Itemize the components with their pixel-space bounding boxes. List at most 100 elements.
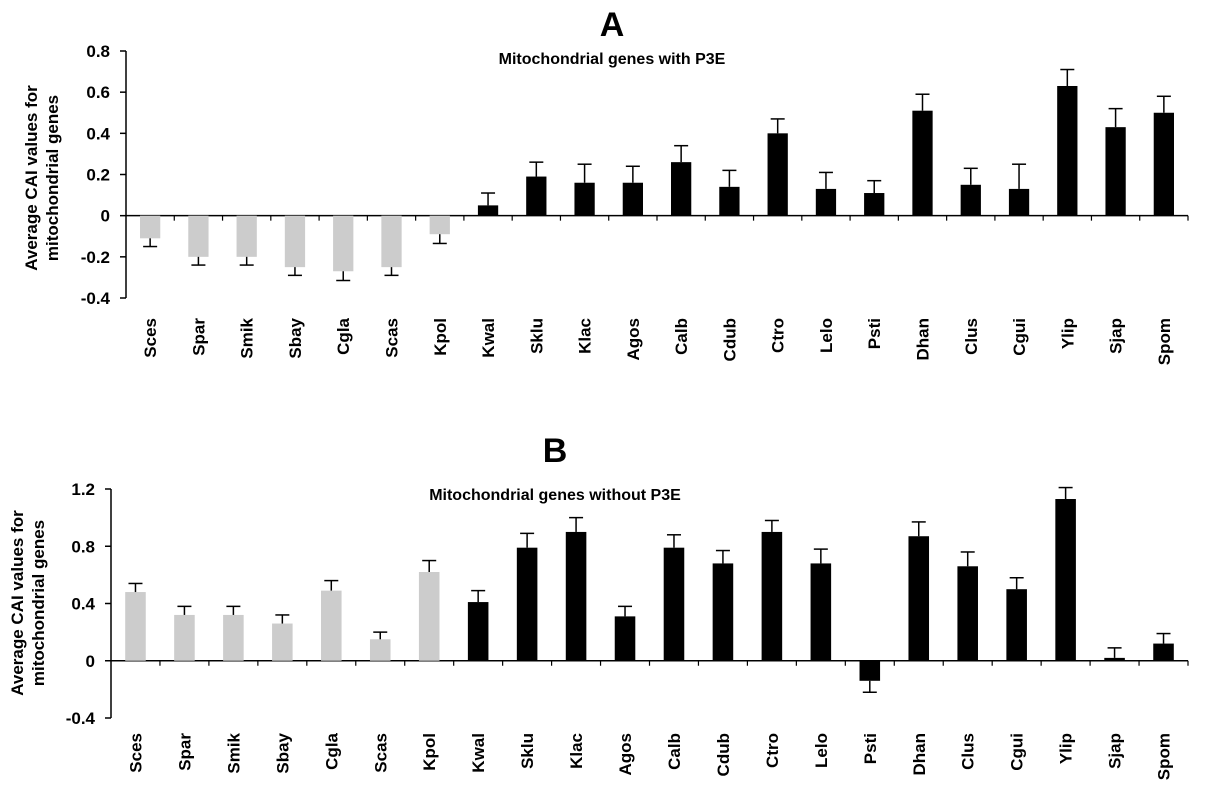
panel-b-subtitle: Mitochondrial genes without P3E bbox=[429, 487, 681, 504]
bar bbox=[516, 547, 538, 661]
bar bbox=[670, 162, 692, 216]
bar bbox=[1153, 112, 1175, 216]
panel-a-subtitle: Mitochondrial genes with P3E bbox=[499, 51, 726, 68]
panel-b-ylabel-line1: Average CAI values for bbox=[8, 510, 27, 696]
panel-letter-b: B bbox=[543, 432, 568, 470]
bar bbox=[1055, 499, 1076, 661]
x-tick-label: Psti bbox=[865, 318, 884, 349]
x-tick-label: Sces bbox=[126, 733, 145, 773]
bar bbox=[477, 205, 499, 216]
y-tick-label: 0 bbox=[101, 207, 110, 226]
y-tick-label: -0.4 bbox=[66, 709, 96, 728]
bar bbox=[236, 215, 257, 257]
x-tick-label: Sces bbox=[141, 318, 160, 358]
bar bbox=[125, 592, 146, 661]
chart-panel-a: A Mitochondrial genes with P3E Average C… bbox=[22, 6, 1189, 365]
chart-panel-b: B Mitochondrial genes without P3E Averag… bbox=[8, 432, 1189, 780]
bar bbox=[761, 531, 783, 661]
x-tick-label: Clus bbox=[962, 318, 981, 355]
bar bbox=[1006, 589, 1027, 661]
bar bbox=[139, 215, 161, 239]
panel-letter-a: A bbox=[600, 6, 625, 44]
bar bbox=[859, 660, 881, 681]
x-tick-label: Cgla bbox=[334, 317, 353, 354]
bar bbox=[908, 536, 930, 661]
x-tick-label: Sjap bbox=[1107, 318, 1126, 354]
x-tick-label: Ylip bbox=[1058, 318, 1077, 349]
bar bbox=[574, 182, 595, 216]
bar bbox=[526, 176, 547, 216]
x-tick-label: Agos bbox=[616, 733, 635, 776]
bar bbox=[418, 572, 440, 661]
y-tick-label: 0.8 bbox=[71, 537, 95, 556]
y-tick-label: -0.2 bbox=[81, 248, 110, 267]
x-tick-label: Klac bbox=[576, 318, 595, 354]
x-tick-label: Ctro bbox=[763, 733, 782, 768]
x-tick-label: Agos bbox=[624, 318, 643, 361]
x-tick-label: Klac bbox=[567, 733, 586, 769]
bar bbox=[960, 184, 981, 216]
y-tick-label: 0.4 bbox=[71, 595, 95, 614]
x-tick-label: Cgla bbox=[322, 732, 341, 769]
bar bbox=[622, 182, 644, 216]
x-tick-label: Calb bbox=[672, 318, 691, 355]
bar bbox=[912, 110, 933, 216]
y-tick-label: 0.6 bbox=[86, 83, 110, 102]
bar bbox=[1153, 643, 1174, 661]
bar bbox=[719, 186, 740, 216]
x-tick-label: Cgui bbox=[1010, 318, 1029, 356]
panel-a-ylabel-line2: mitochondrial genes bbox=[43, 95, 62, 261]
panel-b-plot: -0.4 0 0.4 0.8 1.2 Sces Spar Smik Sbay Cgla Scas Kp… bbox=[66, 480, 1189, 780]
y-tick-label: 1.2 bbox=[71, 480, 95, 499]
x-tick-label: Psti bbox=[861, 733, 880, 764]
x-tick-label: Sklu bbox=[518, 733, 537, 769]
x-tick-label: Sjap bbox=[1106, 733, 1125, 769]
bar bbox=[272, 623, 293, 661]
x-tick-label: Kwal bbox=[479, 318, 498, 358]
bar bbox=[767, 133, 788, 216]
x-tick-label: Ylip bbox=[1057, 733, 1076, 764]
y-tick-label: 0.2 bbox=[86, 166, 110, 185]
bar bbox=[1057, 85, 1078, 216]
x-tick-label: Clus bbox=[959, 733, 978, 770]
x-tick-label: Ctro bbox=[769, 318, 788, 353]
x-tick-label: Cgui bbox=[1008, 733, 1027, 771]
x-tick-label: Spom bbox=[1155, 318, 1174, 365]
x-tick-label: Kpol bbox=[420, 733, 439, 771]
bar bbox=[429, 215, 450, 235]
x-tick-label: Sklu bbox=[527, 318, 546, 354]
bar bbox=[174, 614, 195, 661]
y-tick-label: 0 bbox=[86, 652, 95, 671]
x-tick-label: Smik bbox=[224, 732, 243, 773]
y-tick-label: 0.4 bbox=[86, 124, 110, 143]
bar bbox=[1008, 188, 1030, 216]
x-tick-label: Spom bbox=[1155, 733, 1174, 780]
x-tick-label: Lelo bbox=[817, 318, 836, 353]
panel-b-ylabel-line2: mitochondrial genes bbox=[29, 520, 48, 686]
panel-a-plot: -0.4 -0.2 0 0.2 0.4 0.6 0.8 Sces Spar Smik Sbay Cgl… bbox=[81, 42, 1189, 365]
x-tick-label: Scas bbox=[383, 318, 402, 358]
bar bbox=[467, 602, 489, 661]
bar bbox=[321, 590, 342, 661]
x-tick-label: Smik bbox=[238, 317, 257, 358]
bar bbox=[663, 547, 685, 661]
bar bbox=[815, 188, 837, 216]
bar bbox=[1104, 657, 1125, 661]
x-tick-label: Scas bbox=[371, 733, 390, 773]
y-tick-label: 0.8 bbox=[86, 42, 110, 61]
bar bbox=[333, 215, 354, 272]
x-tick-label: Sbay bbox=[273, 732, 292, 773]
bar bbox=[810, 563, 832, 661]
bar bbox=[712, 563, 734, 661]
bar bbox=[864, 193, 885, 216]
x-tick-label: Dhan bbox=[914, 318, 933, 361]
x-tick-label: Spar bbox=[175, 733, 194, 771]
panel-a-ylabel-line1: Average CAI values for bbox=[22, 85, 41, 271]
x-tick-label: Lelo bbox=[812, 733, 831, 768]
bar bbox=[614, 616, 636, 661]
x-tick-label: Cdub bbox=[714, 733, 733, 776]
bar bbox=[188, 215, 209, 257]
bar bbox=[369, 639, 391, 661]
bar bbox=[223, 614, 244, 661]
